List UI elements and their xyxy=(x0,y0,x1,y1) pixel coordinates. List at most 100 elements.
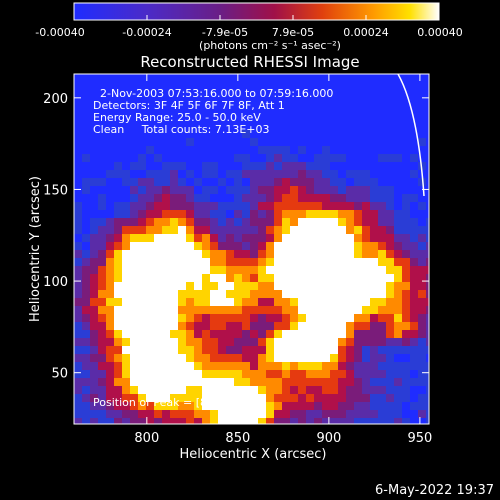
image-pixel xyxy=(90,314,98,322)
image-pixel xyxy=(202,226,210,234)
image-pixel xyxy=(418,202,426,210)
image-pixel xyxy=(242,178,250,186)
image-pixel xyxy=(242,210,250,218)
image-pixel xyxy=(90,354,98,362)
image-pixel xyxy=(378,82,386,90)
image-pixel xyxy=(170,170,178,178)
image-pixel xyxy=(82,138,90,146)
image-pixel xyxy=(282,194,290,202)
image-pixel xyxy=(218,322,226,330)
image-pixel xyxy=(250,106,258,114)
image-pixel xyxy=(250,98,258,106)
image-pixel xyxy=(90,82,98,90)
image-pixel xyxy=(114,114,122,122)
image-pixel xyxy=(298,298,306,306)
image-pixel xyxy=(426,402,429,410)
image-pixel xyxy=(186,258,194,266)
image-pixel xyxy=(306,138,314,146)
image-pixel xyxy=(130,146,138,154)
image-pixel xyxy=(330,82,338,90)
image-pixel xyxy=(210,218,218,226)
image-pixel xyxy=(402,322,410,330)
image-pixel xyxy=(242,314,250,322)
image-pixel xyxy=(410,306,418,314)
image-pixel xyxy=(138,362,146,370)
image-pixel xyxy=(362,298,370,306)
image-pixel xyxy=(210,98,218,106)
image-pixel xyxy=(154,378,162,386)
image-pixel xyxy=(138,298,146,306)
image-pixel xyxy=(82,178,90,186)
image-pixel xyxy=(218,178,226,186)
image-pixel xyxy=(122,274,130,282)
image-pixel xyxy=(290,98,298,106)
image-pixel xyxy=(322,74,330,82)
x-tick-label: 800 xyxy=(134,431,159,446)
image-pixel xyxy=(290,298,298,306)
image-pixel xyxy=(378,250,386,258)
image-pixel xyxy=(186,346,194,354)
image-pixel xyxy=(210,282,218,290)
image-pixel xyxy=(418,186,426,194)
image-pixel xyxy=(194,194,202,202)
image-pixel xyxy=(146,74,154,82)
image-pixel xyxy=(82,386,90,394)
image-pixel xyxy=(306,418,314,424)
image-pixel xyxy=(194,290,202,298)
image-pixel xyxy=(218,314,226,322)
image-pixel xyxy=(354,162,362,170)
image-pixel xyxy=(202,178,210,186)
image-pixel xyxy=(202,114,210,122)
image-pixel xyxy=(146,226,154,234)
image-pixel xyxy=(98,274,106,282)
image-pixel xyxy=(418,298,426,306)
image-pixel xyxy=(106,418,114,424)
image-pixel xyxy=(114,338,122,346)
image-pixel xyxy=(170,130,178,138)
image-pixel xyxy=(90,338,98,346)
image-pixel xyxy=(298,314,306,322)
image-pixel xyxy=(282,106,290,114)
image-pixel xyxy=(378,90,386,98)
image-pixel xyxy=(330,386,338,394)
image-pixel xyxy=(394,402,402,410)
image-pixel xyxy=(378,210,386,218)
image-pixel xyxy=(186,138,194,146)
image-pixel xyxy=(178,90,186,98)
image-pixel xyxy=(162,202,170,210)
image-pixel xyxy=(234,218,242,226)
image-pixel xyxy=(74,170,82,178)
image-pixel xyxy=(146,170,154,178)
image-pixel xyxy=(210,274,218,282)
image-pixel xyxy=(178,194,186,202)
image-pixel xyxy=(170,330,178,338)
image-pixel xyxy=(314,274,322,282)
image-pixel xyxy=(282,218,290,226)
image-pixel xyxy=(202,122,210,130)
image-pixel xyxy=(130,82,138,90)
image-pixel xyxy=(194,162,202,170)
image-pixel xyxy=(282,338,290,346)
image-pixel xyxy=(274,122,282,130)
image-pixel xyxy=(210,162,218,170)
image-pixel xyxy=(178,386,186,394)
image-pixel xyxy=(242,266,250,274)
image-pixel xyxy=(306,226,314,234)
image-pixel xyxy=(210,410,218,418)
image-pixel xyxy=(402,370,410,378)
image-pixel xyxy=(90,250,98,258)
image-pixel xyxy=(370,162,378,170)
image-pixel xyxy=(154,98,162,106)
image-pixel xyxy=(426,290,429,298)
image-pixel xyxy=(170,210,178,218)
image-pixel xyxy=(410,298,418,306)
image-pixel xyxy=(186,130,194,138)
image-pixel xyxy=(250,370,258,378)
image-pixel xyxy=(314,178,322,186)
image-pixel xyxy=(354,154,362,162)
image-pixel xyxy=(154,154,162,162)
image-pixel xyxy=(178,114,186,122)
image-pixel xyxy=(194,178,202,186)
image-pixel xyxy=(130,378,138,386)
image-pixel xyxy=(106,226,114,234)
